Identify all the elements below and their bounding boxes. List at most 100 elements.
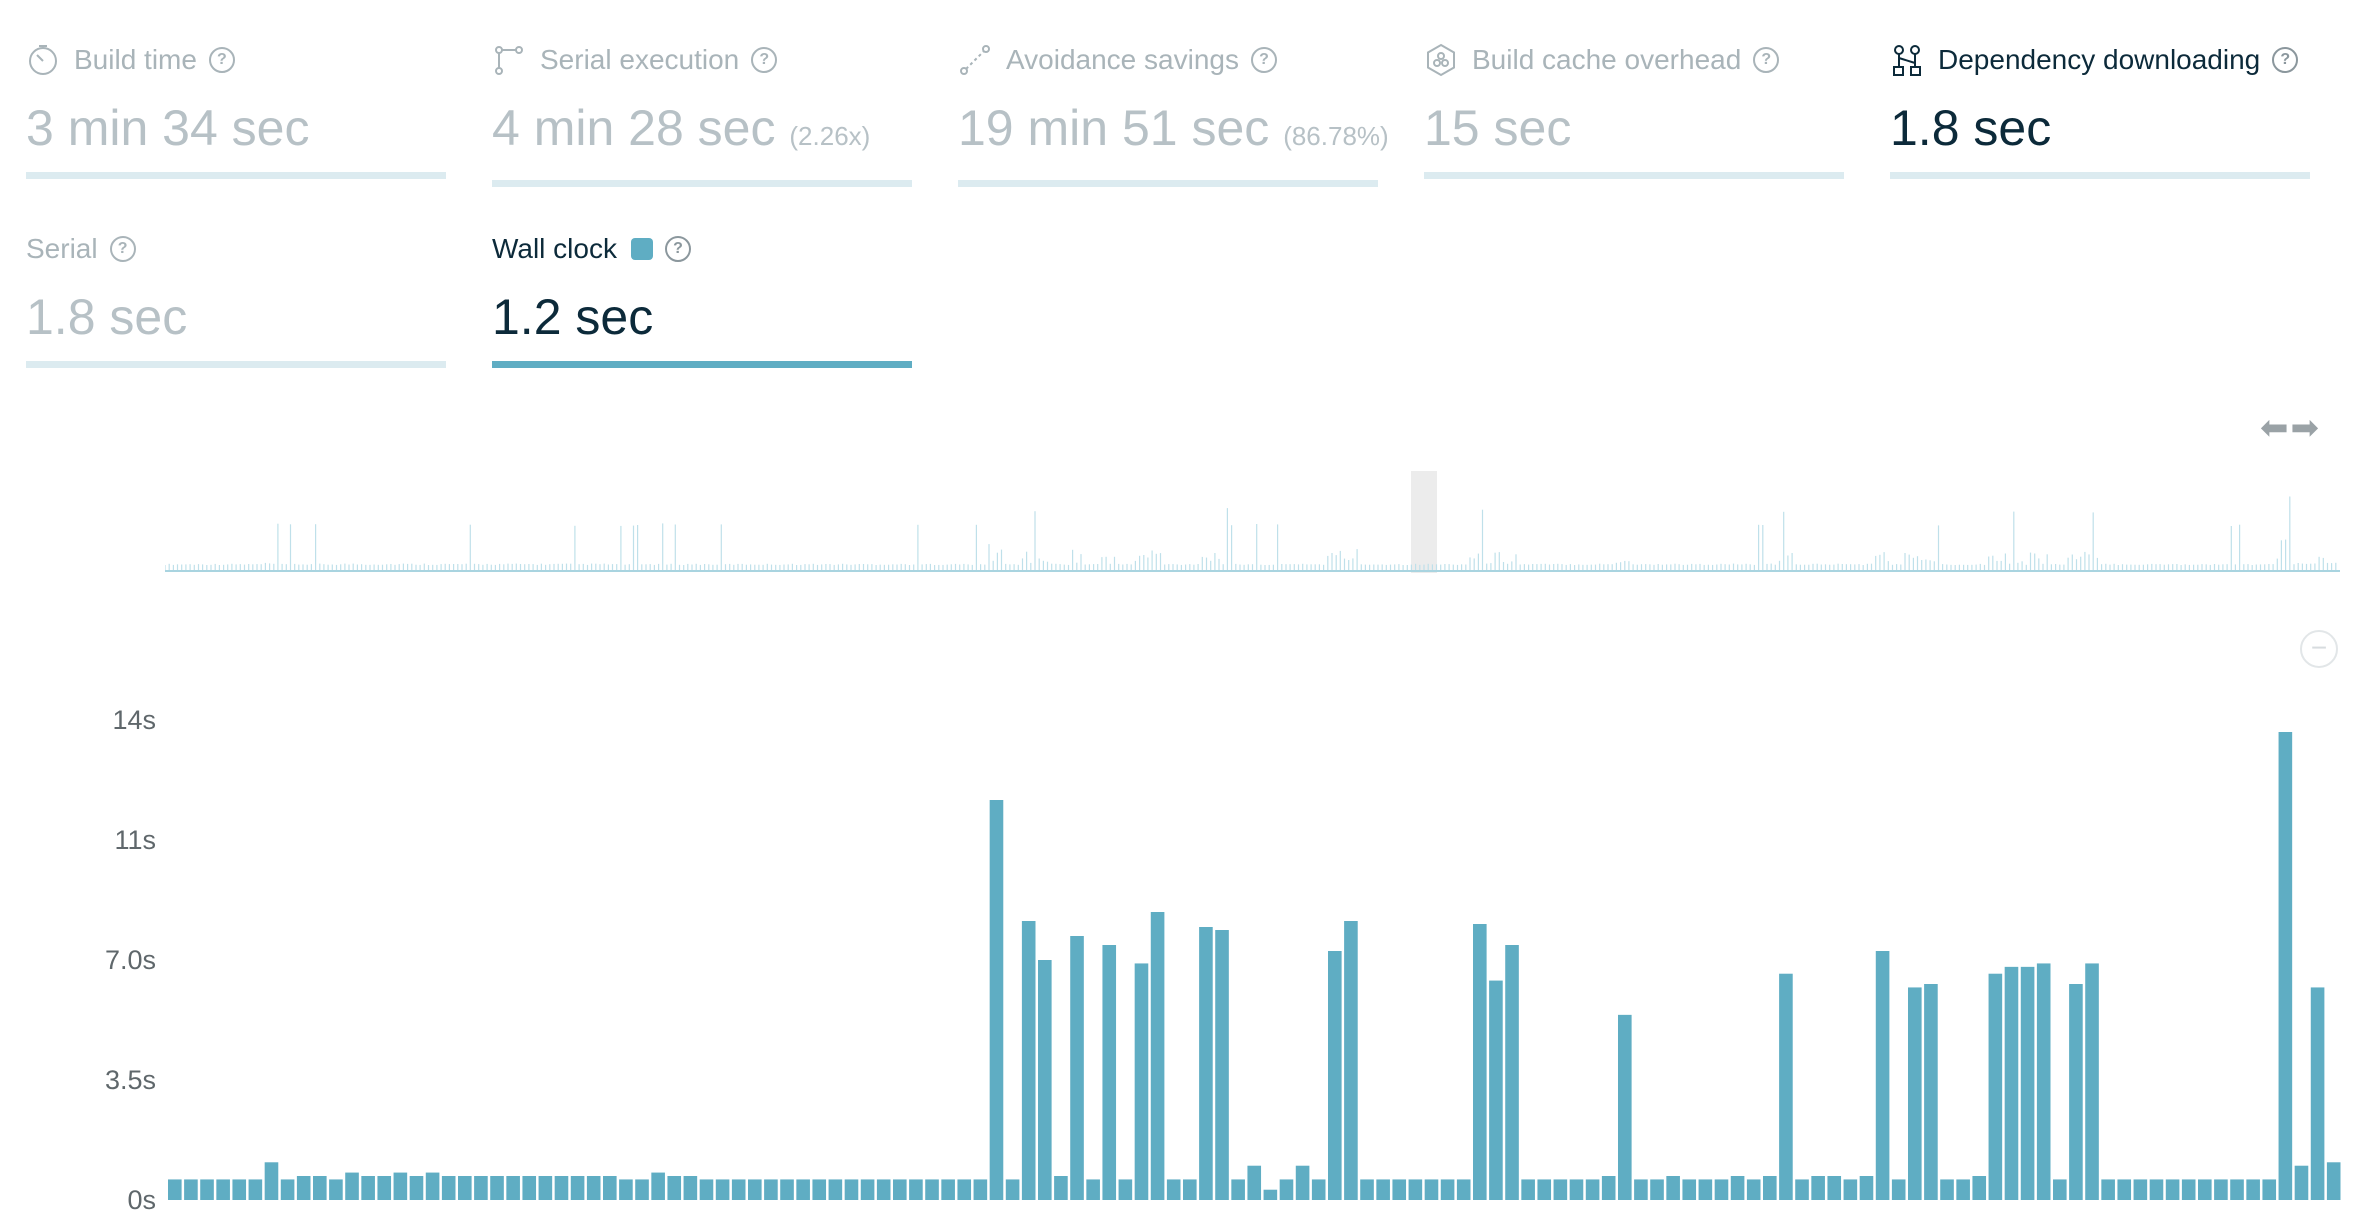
bar[interactable] [232, 1179, 247, 1200]
bar[interactable] [1054, 1176, 1068, 1200]
bar[interactable] [1763, 1176, 1777, 1200]
bar[interactable] [1086, 1179, 1100, 1200]
bar[interactable] [168, 1179, 182, 1200]
bar[interactable] [1005, 1179, 1020, 1200]
bar[interactable] [490, 1176, 504, 1200]
bar[interactable] [1875, 951, 1890, 1200]
bar[interactable] [2246, 1179, 2260, 1200]
bar[interactable] [1424, 1179, 1439, 1200]
bar[interactable] [345, 1172, 359, 1200]
bar[interactable] [925, 1179, 939, 1200]
zoom-out-icon[interactable]: − [2300, 630, 2338, 668]
bar[interactable] [796, 1179, 810, 1200]
timeline-overview[interactable] [165, 465, 2340, 575]
overview-viewport-window[interactable] [1411, 471, 1437, 573]
bar[interactable] [538, 1176, 553, 1200]
bar[interactable] [1698, 1179, 1713, 1200]
help-icon[interactable]: ? [1250, 47, 1277, 73]
bar[interactable] [1392, 1179, 1407, 1200]
bar[interactable] [2262, 1179, 2277, 1200]
bar[interactable] [1473, 924, 1487, 1200]
bar[interactable] [2101, 1179, 2115, 1200]
bar[interactable] [1408, 1179, 1423, 1200]
bar[interactable] [506, 1176, 520, 1200]
bar[interactable] [1279, 1179, 1294, 1200]
bar[interactable] [1795, 1179, 1809, 1200]
bar[interactable] [1328, 951, 1342, 1200]
bar[interactable] [216, 1179, 230, 1200]
bar[interactable] [1311, 1179, 1326, 1200]
bar[interactable] [957, 1179, 972, 1200]
bar[interactable] [2004, 966, 2019, 1200]
bar[interactable] [1908, 987, 1922, 1200]
bar[interactable] [1489, 980, 1503, 1200]
bar[interactable] [1569, 1179, 1584, 1200]
bar[interactable] [828, 1179, 843, 1200]
bar[interactable] [1940, 1179, 1954, 1200]
bar[interactable] [2326, 1162, 2341, 1200]
bar[interactable] [2181, 1179, 2196, 1200]
bar[interactable] [1714, 1179, 1729, 1200]
bar[interactable] [474, 1176, 488, 1200]
bar[interactable] [2230, 1179, 2244, 1200]
bar[interactable] [1231, 1179, 1245, 1200]
metric-wall-clock[interactable]: Wall clock ? 1.2 sec [492, 229, 912, 368]
bar[interactable] [1650, 1179, 1664, 1200]
bar[interactable] [586, 1176, 601, 1200]
metric-avoidance-savings[interactable]: Avoidance savings ? 19 min 51 sec (86.78… [958, 40, 1389, 187]
metric-build-time[interactable]: Build time ? 3 min 34 sec [26, 40, 446, 179]
bar[interactable] [764, 1179, 778, 1200]
bar[interactable] [2165, 1179, 2180, 1200]
bar[interactable] [184, 1179, 198, 1200]
bar[interactable] [1924, 984, 1938, 1200]
bar[interactable] [1456, 1179, 1471, 1200]
bar[interactable] [2133, 1179, 2148, 1200]
bar[interactable] [1827, 1176, 1842, 1200]
bar[interactable] [812, 1179, 827, 1200]
bar[interactable] [1730, 1176, 1745, 1200]
bar[interactable] [1118, 1179, 1133, 1200]
bar[interactable] [1150, 912, 1165, 1200]
bar[interactable] [1972, 1176, 1987, 1200]
bar[interactable] [860, 1179, 875, 1200]
bar[interactable] [441, 1176, 456, 1200]
bar[interactable] [876, 1179, 891, 1200]
bar[interactable] [1618, 1014, 1632, 1200]
help-icon[interactable]: ? [664, 236, 691, 262]
bar[interactable] [1440, 1179, 1455, 1200]
bar[interactable] [2053, 1179, 2067, 1200]
bar[interactable] [554, 1176, 569, 1200]
bar[interactable] [699, 1179, 714, 1200]
bar[interactable] [989, 800, 1004, 1200]
bar[interactable] [1521, 1179, 1535, 1200]
bar[interactable] [1183, 1179, 1197, 1200]
help-icon[interactable]: ? [208, 47, 235, 73]
bar[interactable] [425, 1172, 440, 1200]
bar[interactable] [570, 1176, 585, 1200]
bar[interactable] [2149, 1179, 2164, 1200]
metric-dependency-downloading[interactable]: Dependency downloading ? 1.8 sec [1890, 40, 2310, 179]
bar[interactable] [2294, 1165, 2309, 1200]
bar[interactable] [1956, 1179, 1970, 1200]
bar[interactable] [1537, 1179, 1552, 1200]
bar[interactable] [409, 1176, 424, 1200]
bar[interactable] [2036, 963, 2051, 1200]
bar[interactable] [200, 1179, 214, 1200]
bar[interactable] [329, 1179, 343, 1200]
bar[interactable] [1682, 1179, 1697, 1200]
bar[interactable] [377, 1176, 392, 1200]
bar[interactable] [635, 1179, 649, 1200]
bar[interactable] [1811, 1176, 1825, 1200]
bar[interactable] [1134, 963, 1149, 1200]
bar[interactable] [313, 1176, 327, 1200]
bar[interactable] [1199, 927, 1213, 1200]
bar[interactable] [248, 1179, 263, 1200]
metric-serial[interactable]: Serial ? 1.8 sec [26, 229, 446, 368]
bar[interactable] [2278, 732, 2293, 1200]
help-icon[interactable]: ? [1753, 47, 1780, 73]
bar[interactable] [909, 1179, 923, 1200]
bar[interactable] [1215, 930, 1229, 1200]
bar[interactable] [2020, 966, 2035, 1200]
bar[interactable] [973, 1179, 988, 1200]
bar[interactable] [731, 1179, 746, 1200]
